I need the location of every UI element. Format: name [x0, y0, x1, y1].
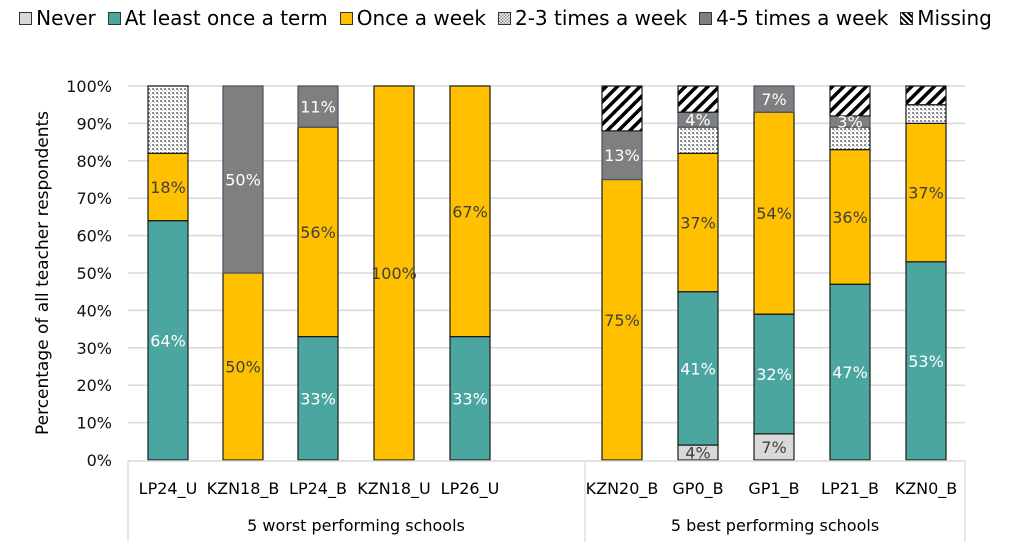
data-label: 50% [225, 171, 261, 190]
data-label: 64% [150, 331, 186, 350]
bar-segment-once-a-week-gp0-b [677, 152, 719, 293]
bar-segment-missing-kzn20-b [601, 85, 643, 132]
data-label: 41% [680, 359, 716, 378]
bar-segment-once-a-week-kzn18-u [373, 85, 415, 461]
data-label: 13% [604, 146, 640, 165]
data-label: 53% [908, 352, 944, 371]
bar-segment-2-3-times-a-week-lp24-u [147, 85, 189, 154]
legend-swatch-missing [900, 11, 914, 25]
y-tick-label: 20% [76, 376, 112, 395]
bars [147, 85, 947, 461]
bar-segment-at-least-once-a-term-kzn0-b [905, 261, 947, 461]
bar-segment-once-a-week-lp26-u [449, 85, 491, 338]
data-label: 4% [685, 444, 710, 463]
x-category-label: GP1_B [748, 479, 799, 499]
x-category-label: GP0_B [672, 479, 723, 499]
data-label: 7% [761, 438, 786, 457]
bar-segment-once-a-week-lp24-u [147, 152, 189, 222]
data-label: 32% [756, 365, 792, 384]
bar-segment-missing-kzn0-b [905, 85, 947, 106]
legend-label: 4-5 times a week [716, 6, 889, 30]
legend-label: Once a week [356, 6, 486, 30]
bar-segment-4-5-times-a-week-gp1-b [753, 85, 795, 113]
data-label: 56% [300, 223, 336, 242]
data-label: 11% [300, 98, 336, 117]
legend-item-once-a-week: Once a week [339, 6, 486, 30]
bar-segment-4-5-times-a-week-kzn18-b [222, 85, 264, 274]
x-category-label: LP24_U [139, 479, 198, 499]
bar-segment-2-3-times-a-week-kzn0-b [905, 104, 947, 124]
bar-segment-once-a-week-lp21-b [829, 148, 871, 285]
legend-item-2-3-times-a-week: 2-3 times a week [497, 6, 688, 30]
legend-swatch-once-a-week [339, 11, 353, 25]
x-category-label: LP24_B [289, 479, 347, 499]
data-label: 37% [680, 214, 716, 233]
bar-segment-missing-gp0-b [677, 85, 719, 113]
data-label: 75% [604, 311, 640, 330]
bar-segment-2-3-times-a-week-gp0-b [677, 126, 719, 154]
legend-swatch-2-3-times-a-week [497, 11, 511, 25]
bar-segment-4-5-times-a-week-lp24-b [297, 85, 339, 128]
legend-swatch-4-5-times-a-week [699, 11, 713, 25]
bar-segment-at-least-once-a-term-lp21-b [829, 283, 871, 461]
x-category-label: KZN0_B [895, 479, 958, 499]
data-label: 67% [452, 202, 488, 221]
legend-item-never: Never [19, 6, 96, 30]
x-group-label: 5 best performing schools [671, 516, 879, 535]
bar-segment-once-a-week-kzn18-b [222, 272, 264, 461]
data-label: 4% [685, 111, 710, 130]
y-tick-label: 10% [76, 414, 112, 433]
bar-segment-4-5-times-a-week-kzn20-b [601, 130, 643, 181]
data-label: 54% [756, 204, 792, 223]
bar-segment-once-a-week-kzn0-b [905, 122, 947, 263]
x-category-label: KZN18_U [357, 479, 431, 499]
x-group-label: 5 worst performing schools [247, 516, 465, 535]
data-label: 3% [837, 113, 862, 132]
bar-segment-once-a-week-kzn20-b [601, 178, 643, 461]
y-axis: 0% 10% 20% 30% 40% 50% 60% 70% 80% 90% 100% Percent… [33, 77, 112, 470]
legend-label: Never [36, 6, 96, 30]
bar-segment-at-least-once-a-term-lp24-b [297, 335, 339, 461]
legend-swatch-never [19, 11, 33, 25]
y-tick-label: 30% [76, 339, 112, 358]
legend-label: At least once a term [124, 6, 328, 30]
legend-swatch-at-least-once-a-term [107, 11, 121, 25]
bar-segment-at-least-once-a-term-lp24-u [147, 220, 189, 461]
x-category-label: KZN18_B [207, 479, 280, 499]
data-label: 7% [761, 90, 786, 109]
legend-item-missing: Missing [900, 6, 992, 30]
bar-segment-missing-lp21-b [829, 85, 871, 117]
data-label: 33% [452, 389, 488, 408]
data-label: 47% [832, 363, 868, 382]
data-label: 50% [225, 358, 261, 377]
data-labels: 64% 18% 50% 50% 33% 56% 11% 100% 33% 67% 75% 13% 4% 4… [150, 90, 944, 462]
y-tick-label: 60% [76, 227, 112, 246]
y-tick-label: 80% [76, 152, 112, 171]
y-tick-label: 40% [76, 301, 112, 320]
y-tick-label: 50% [76, 264, 112, 283]
data-label: 37% [908, 184, 944, 203]
legend-label: Missing [917, 6, 992, 30]
legend-label: 2-3 times a week [514, 6, 688, 30]
y-tick-label: 100% [66, 77, 112, 96]
x-axis: LP24_U KZN18_B LP24_B KZN18_U LP26_U KZN20_B G… [127, 460, 966, 542]
x-category-label: LP21_B [821, 479, 879, 499]
x-category-label: LP26_U [441, 479, 500, 499]
bar-segment-at-least-once-a-term-gp1-b [753, 313, 795, 435]
gridlines [128, 85, 965, 424]
legend-item-at-least-once-a-term: At least once a term [107, 6, 328, 30]
legend-item-4-5-times-a-week: 4-5 times a week [699, 6, 888, 30]
y-tick-label: 90% [76, 114, 112, 133]
data-label: 36% [832, 208, 868, 227]
y-axis-title: Percentage of all teacher respondents [33, 111, 53, 435]
y-tick-label: 70% [76, 189, 112, 208]
chart-legend: Never At least once a term Once a week 2-3 … [0, 4, 1011, 32]
x-category-label: KZN20_B [586, 479, 659, 499]
y-tick-label: 0% [87, 451, 112, 470]
data-label: 100% [371, 264, 417, 283]
bar-segment-once-a-week-lp24-b [297, 126, 339, 338]
data-label: 33% [300, 389, 336, 408]
data-label: 18% [150, 178, 186, 197]
